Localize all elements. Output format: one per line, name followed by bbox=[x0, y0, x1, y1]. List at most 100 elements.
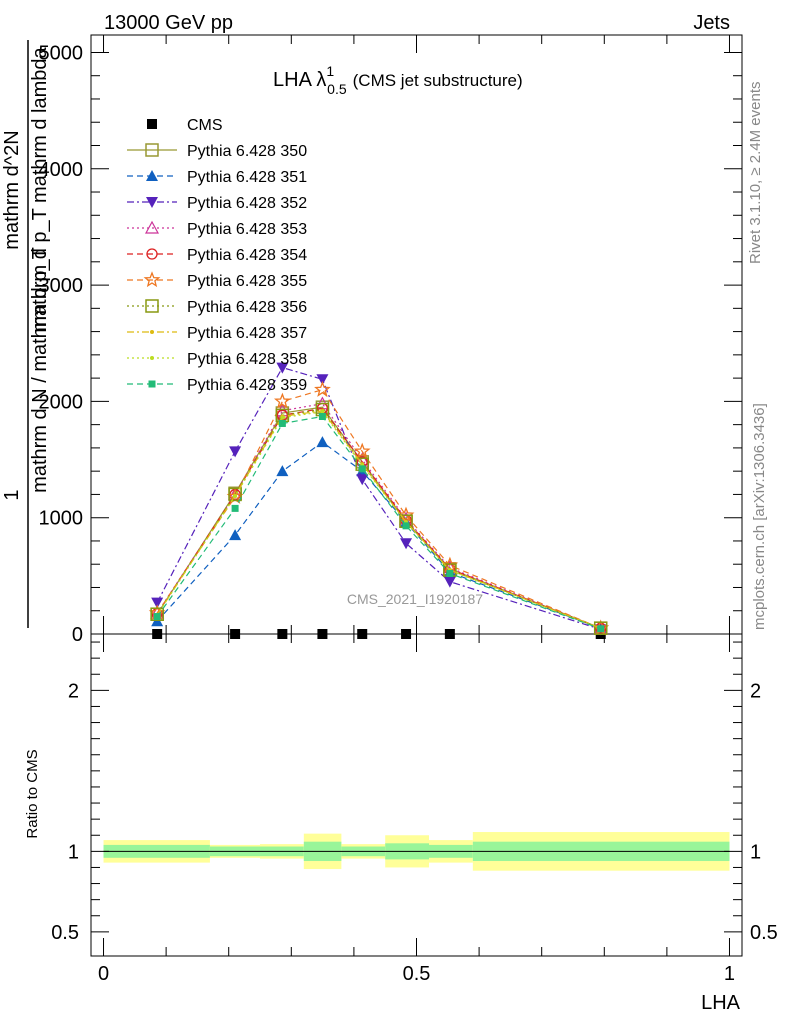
legend-marker bbox=[144, 220, 160, 234]
legend-entry: Pythia 6.428 359 bbox=[127, 377, 307, 394]
legend-marker bbox=[146, 248, 158, 260]
ratio-ytick-label: 1 bbox=[68, 841, 79, 863]
data-point bbox=[401, 629, 412, 639]
main-ytick-label: 1000 bbox=[39, 508, 84, 530]
ratio-ylabel: Ratio to CMS bbox=[24, 749, 41, 838]
data-point bbox=[597, 625, 605, 633]
ratio-ytick-label-right: 2 bbox=[750, 680, 761, 702]
legend-label: Pythia 6.428 351 bbox=[187, 169, 307, 186]
legend: CMS Pythia 6.428 350 Pythia 6.428 351 Pythi… bbox=[127, 117, 307, 394]
data-point bbox=[316, 374, 329, 386]
series-3 bbox=[151, 362, 607, 636]
data-point bbox=[443, 576, 456, 588]
legend-marker bbox=[145, 299, 159, 313]
x-tick-label: 1 bbox=[724, 963, 735, 985]
legend-marker bbox=[147, 119, 157, 129]
data-point bbox=[229, 529, 242, 541]
x-tick-label: 0 bbox=[98, 963, 109, 985]
series-line bbox=[156, 406, 601, 629]
legend-entry: Pythia 6.428 352 bbox=[127, 195, 307, 212]
legend-label: Pythia 6.428 350 bbox=[187, 143, 307, 160]
data-point bbox=[356, 474, 369, 486]
x-tick-label: 0.5 bbox=[403, 963, 431, 985]
legend-label: Pythia 6.428 353 bbox=[187, 221, 307, 238]
series-line bbox=[156, 388, 601, 629]
legend-marker bbox=[150, 356, 154, 360]
legend-entry: Pythia 6.428 354 bbox=[127, 247, 307, 264]
header-energy-label: 13000 GeV pp bbox=[104, 12, 233, 34]
plot-title-sup: 1 bbox=[326, 63, 334, 79]
legend-entry: Pythia 6.428 358 bbox=[127, 351, 307, 368]
data-point bbox=[228, 487, 242, 502]
legend-label: Pythia 6.428 356 bbox=[187, 299, 307, 316]
data-point bbox=[316, 436, 329, 448]
legend-label: CMS bbox=[187, 117, 223, 134]
data-point bbox=[278, 419, 286, 427]
data-point bbox=[277, 629, 288, 639]
data-point bbox=[280, 415, 285, 420]
legend-entry: Pythia 6.428 353 bbox=[127, 220, 307, 238]
data-point bbox=[353, 442, 371, 459]
data-point bbox=[230, 629, 241, 639]
ratio-ytick-label: 0.5 bbox=[51, 922, 79, 944]
legend-entry: CMS bbox=[147, 117, 223, 134]
main-ytick-label: 2000 bbox=[39, 391, 84, 413]
data-point bbox=[231, 504, 239, 512]
data-point bbox=[153, 613, 161, 621]
legend-marker bbox=[145, 143, 159, 157]
series-6 bbox=[148, 380, 610, 636]
legend-entry: Pythia 6.428 350 bbox=[127, 143, 307, 160]
series-line bbox=[156, 403, 601, 629]
data-point bbox=[151, 597, 164, 609]
data-point bbox=[314, 380, 331, 397]
data-point bbox=[273, 392, 291, 409]
data-point bbox=[233, 494, 238, 499]
data-point bbox=[229, 446, 242, 458]
legend-marker bbox=[146, 197, 158, 208]
legend-marker bbox=[150, 330, 154, 334]
main-ylabel: 1 mathrm d N / mathrm d p_T mathrm d^2N … bbox=[1, 40, 51, 628]
legend-entry: Pythia 6.428 351 bbox=[127, 169, 307, 186]
data-point bbox=[150, 607, 164, 621]
data-point bbox=[317, 629, 328, 639]
data-point bbox=[358, 465, 366, 473]
series-line bbox=[156, 366, 601, 630]
legend-entry: Pythia 6.428 357 bbox=[127, 325, 307, 342]
ratio-ytick-label-right: 0.5 bbox=[750, 922, 778, 944]
x-axis-label: LHA bbox=[701, 992, 741, 1014]
data-point bbox=[593, 621, 608, 635]
plot-title-main: LHA λ bbox=[273, 69, 326, 91]
legend-marker bbox=[148, 380, 156, 388]
legend-label: Pythia 6.428 355 bbox=[187, 273, 307, 290]
data-point bbox=[446, 570, 454, 578]
series-line bbox=[156, 411, 601, 629]
analysis-watermark: CMS_2021_I1920187 bbox=[347, 591, 483, 607]
main-ytick-label: 4000 bbox=[39, 159, 84, 181]
ratio-axis-ticks: 0.5 0.5 1 1 2 2 0 0.5 1 bbox=[51, 634, 778, 985]
main-ytick-label: 0 bbox=[72, 624, 83, 646]
data-point bbox=[320, 409, 325, 414]
data-point bbox=[276, 362, 289, 374]
ratio-ytick-label: 2 bbox=[68, 680, 79, 702]
ratio-panel-frame bbox=[90, 633, 743, 957]
ylabel-frac-numerator: mathrm d^2N bbox=[1, 130, 23, 249]
plot-title: LHA λ1 0.5 (CMS jet substructure) bbox=[273, 63, 523, 97]
ratio-ytick-label-right: 1 bbox=[750, 841, 761, 863]
legend-label: Pythia 6.428 358 bbox=[187, 351, 307, 368]
data-point bbox=[444, 629, 455, 639]
ylabel-denominator: mathrm d N / mathrm d p_T bbox=[29, 247, 51, 493]
source-label: mcplots.cern.ch [arXiv:1306.3436] bbox=[751, 403, 768, 630]
main-ytick-label: 5000 bbox=[39, 42, 84, 64]
legend-entry: Pythia 6.428 356 bbox=[127, 299, 307, 316]
legend-label: Pythia 6.428 352 bbox=[187, 195, 307, 212]
legend-label: Pythia 6.428 354 bbox=[187, 247, 307, 264]
data-point bbox=[152, 629, 163, 639]
header-process-label: Jets bbox=[693, 12, 730, 34]
data-point bbox=[402, 522, 410, 530]
data-point bbox=[318, 412, 326, 420]
main-ytick-label: 3000 bbox=[39, 275, 84, 297]
ylabel-one: 1 bbox=[1, 489, 23, 500]
series-layer bbox=[148, 362, 610, 639]
data-point bbox=[397, 506, 415, 523]
